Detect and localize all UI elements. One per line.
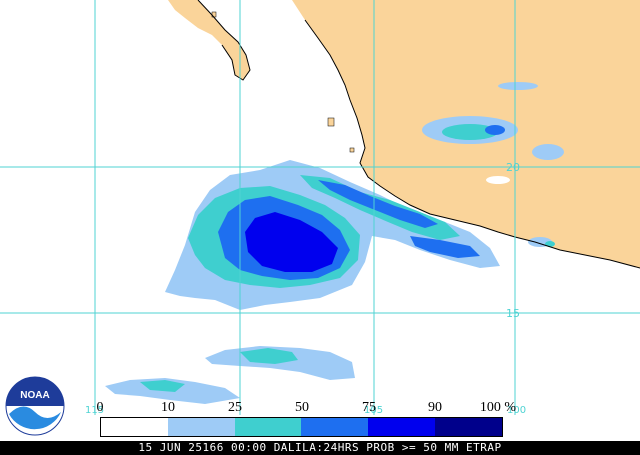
lat-label-15: 15 bbox=[506, 307, 520, 320]
southern-bands bbox=[105, 346, 355, 404]
legend-tick-0: 0 bbox=[96, 400, 104, 415]
lat-lon-grid bbox=[0, 0, 640, 415]
swatch-0-10 bbox=[101, 418, 168, 436]
island bbox=[349, 147, 355, 153]
footer-caption: 15 JUN 25166 00:00 DALILA:24HRS PROB >= … bbox=[0, 441, 640, 455]
lon-label-105: 105 bbox=[364, 405, 383, 416]
legend-tick-90: 90 bbox=[428, 400, 442, 415]
lon-label-115: 115 bbox=[85, 405, 104, 416]
swatch-90-100 bbox=[435, 418, 502, 436]
legend-tick-25: 25 bbox=[228, 400, 242, 415]
swatch-50-75 bbox=[301, 418, 369, 436]
noaa-logo: NOAA bbox=[5, 376, 65, 436]
storm-precip bbox=[165, 160, 500, 310]
island bbox=[327, 117, 335, 127]
legend-tick-75: 75 bbox=[362, 400, 376, 415]
lon-label-100: 100 bbox=[507, 405, 526, 416]
legend-tick-10: 10 bbox=[161, 400, 175, 415]
noaa-logo-text: NOAA bbox=[20, 390, 49, 401]
legend-tick-100: 100 % bbox=[479, 400, 517, 415]
swatch-10-25 bbox=[167, 418, 235, 436]
lat-label-20: 20 bbox=[506, 161, 520, 174]
probability-colorbar bbox=[100, 417, 503, 437]
baja-california bbox=[168, 0, 250, 80]
legend-tick-50: 50 bbox=[295, 400, 309, 415]
inland-precip bbox=[422, 82, 564, 247]
swatch-25-50 bbox=[234, 418, 302, 436]
coastline bbox=[304, 19, 640, 269]
swatch-75-90 bbox=[368, 418, 436, 436]
